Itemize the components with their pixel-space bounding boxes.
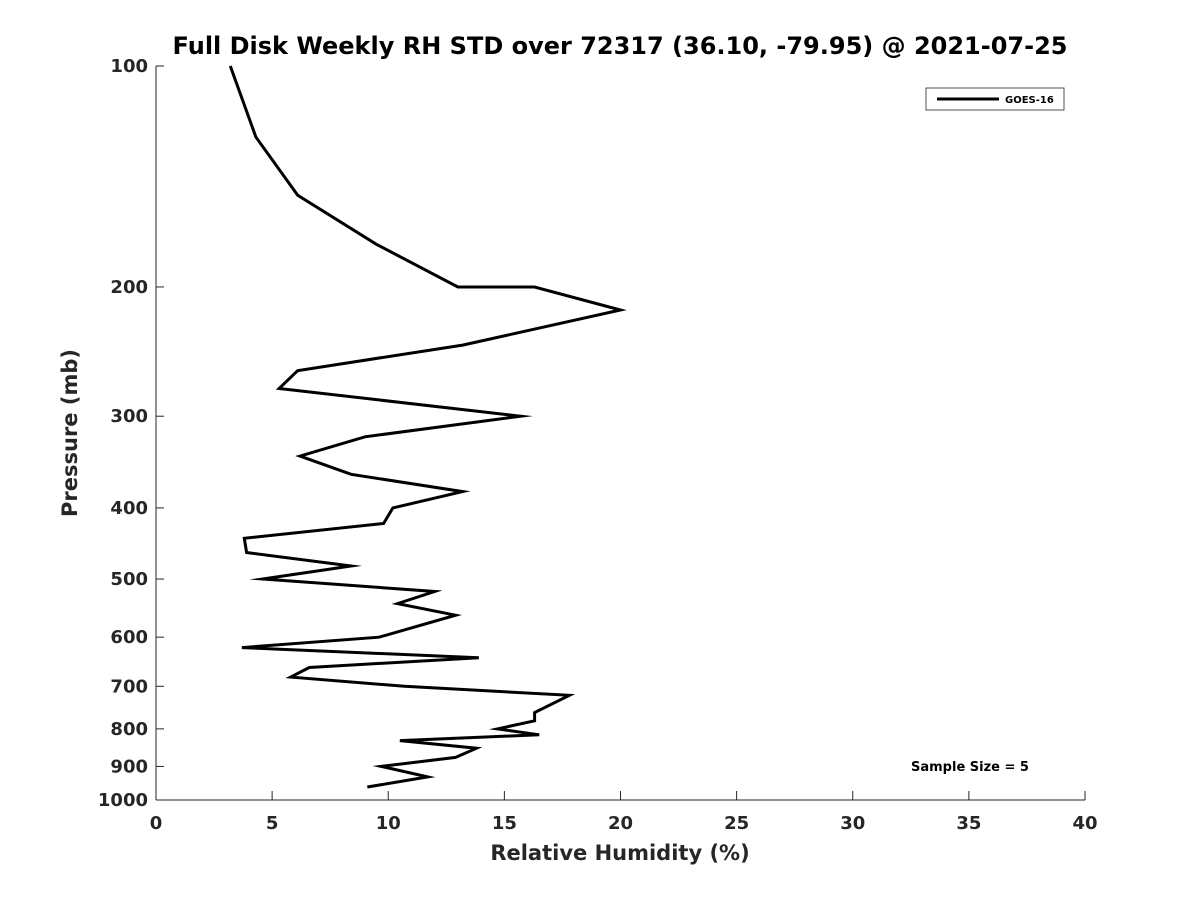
y-tick-label: 800: [110, 719, 148, 740]
y-tick-label: 300: [110, 406, 148, 427]
x-tick-label: 35: [956, 813, 981, 834]
series-line-goes-16: [228, 65, 627, 789]
y-tick-label: 900: [110, 756, 148, 777]
chart-title: Full Disk Weekly RH STD over 72317 (36.1…: [173, 32, 1068, 60]
x-tick-label: 5: [266, 813, 279, 834]
y-ticks: 100 200 300 400 500 600 700 800 900 1000: [98, 56, 164, 811]
y-axis-label: Pressure (mb): [58, 349, 82, 517]
y-tick-label: 400: [110, 498, 148, 519]
y-tick-label: 200: [110, 277, 148, 298]
y-tick-label: 500: [110, 569, 148, 590]
x-tick-label: 40: [1072, 813, 1097, 834]
y-tick-label: 600: [110, 627, 148, 648]
x-axis-label: Relative Humidity (%): [490, 841, 749, 865]
x-tick-label: 10: [376, 813, 401, 834]
y-tick-label: 1000: [98, 790, 148, 811]
legend-label-goes-16: GOES-16: [1005, 95, 1054, 106]
x-tick-label: 0: [150, 813, 163, 834]
x-tick-label: 20: [608, 813, 633, 834]
x-tick-label: 15: [492, 813, 517, 834]
x-tick-label: 30: [840, 813, 865, 834]
y-tick-label: 100: [110, 56, 148, 77]
legend: GOES-16: [925, 87, 1065, 111]
sample-size-annotation: Sample Size = 5: [911, 760, 1029, 775]
plot-area: [228, 65, 627, 789]
x-ticks: 0 5 10 15 20 25 30 35 40: [150, 791, 1098, 834]
y-tick-label: 700: [110, 676, 148, 697]
x-tick-label: 25: [724, 813, 749, 834]
axes: [155, 66, 1085, 801]
